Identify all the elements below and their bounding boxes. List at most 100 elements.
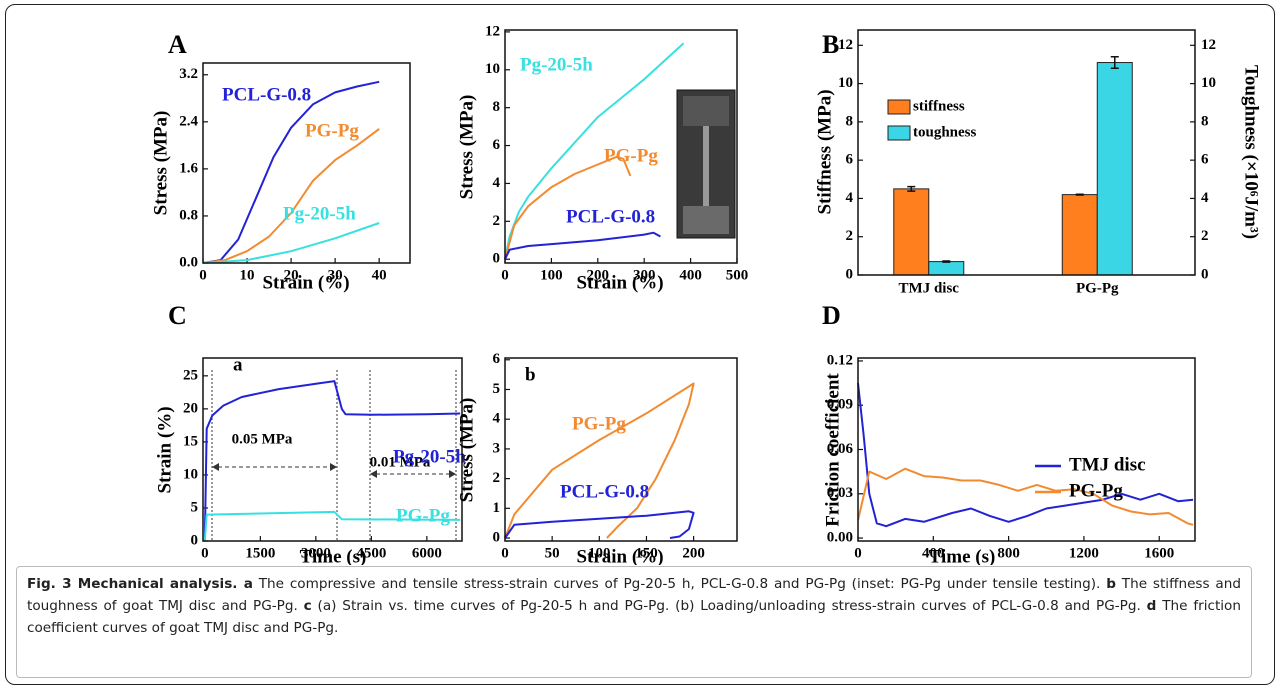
x-axis-title: Strain (%)	[576, 546, 663, 565]
line	[202, 80, 380, 264]
line	[202, 222, 380, 264]
y-axis-title: Friction coefficient	[822, 373, 843, 527]
x-axis-title: Time (s)	[929, 546, 996, 565]
y-tick-label: 15	[183, 433, 198, 449]
series-label: PG-Pg	[572, 413, 626, 434]
x-tick-label: 800	[997, 545, 1020, 561]
arrow-head	[370, 470, 377, 478]
line	[504, 42, 685, 260]
legend-label: stiffness	[913, 98, 965, 114]
x-tick-label: 200	[587, 267, 610, 283]
bar	[893, 188, 930, 276]
line	[504, 510, 695, 539]
y2-tick-label: 0	[1201, 266, 1209, 282]
legend-label: toughness	[913, 124, 977, 140]
y-tick-label: 0.8	[179, 207, 198, 223]
x-tick-label: PG-Pg	[1076, 280, 1119, 296]
plot-frame	[504, 29, 738, 264]
annotation: 0.01 MPa	[370, 454, 431, 470]
x-tick-label: 200	[682, 545, 705, 561]
error-bar	[1110, 56, 1119, 70]
caption: Fig. 3 Mechanical analysis. a The compre…	[16, 566, 1252, 678]
y2-tick-label: 2	[1201, 228, 1209, 244]
line	[504, 382, 695, 539]
x-tick-label: 0	[854, 545, 862, 561]
y-tick-label: 12	[838, 37, 853, 53]
y-tick-label: 5	[191, 499, 199, 515]
plot-frame	[202, 62, 411, 264]
series-label: Pg-20-5h	[393, 446, 466, 467]
y-axis-title: Stress (MPa)	[150, 111, 171, 216]
legend-label: PG-Pg	[1069, 480, 1123, 501]
y2-tick-label: 10	[1201, 75, 1216, 91]
annotation: 0.05 MPa	[232, 431, 293, 447]
y2-tick-label: 4	[1201, 190, 1209, 206]
y-tick-label: 10	[183, 466, 198, 482]
y-tick-label: 6	[846, 152, 854, 168]
caption-run: c	[303, 598, 312, 614]
y-tick-label: 20	[183, 400, 198, 416]
y-tick-label: 6	[493, 137, 501, 153]
line	[857, 467, 1194, 526]
y-tick-label: 0	[493, 251, 501, 267]
x-tick-label: 1500	[245, 545, 275, 561]
y-tick-label: 2	[493, 213, 501, 229]
y-axis-title: Stiffness (MPa)	[814, 89, 835, 214]
x-axis-title: Time (s)	[300, 546, 367, 565]
y-tick-label: 25	[183, 367, 198, 383]
y-tick-label: 3.2	[179, 66, 198, 82]
arrow-head	[212, 463, 219, 471]
y-tick-label: 5	[493, 381, 501, 397]
x-tick-label: 300	[633, 267, 656, 283]
x-tick-label: TMJ disc	[899, 280, 960, 296]
x-tick-label: 0	[501, 267, 509, 283]
y-tick-label: 6	[493, 351, 501, 367]
y-tick-label: 0.12	[827, 352, 853, 368]
x-tick-label: 100	[540, 267, 563, 283]
y-tick-label: 12	[485, 23, 500, 39]
line	[203, 510, 461, 542]
x-tick-label: 400	[679, 267, 702, 283]
y-tick-label: 0.09	[827, 397, 853, 413]
x-tick-label: 0	[199, 267, 207, 283]
error-bar	[1075, 193, 1084, 196]
y-tick-label: 0	[191, 532, 199, 548]
x-tick-label: 100	[588, 545, 611, 561]
line	[202, 128, 380, 264]
x-tick-label: 6000	[412, 545, 442, 561]
x-axis-title: Strain (%)	[262, 272, 349, 293]
caption-run: d	[1146, 598, 1157, 614]
inset-photo-clamp	[683, 96, 729, 126]
series-label: PCL-G-0.8	[222, 84, 311, 105]
y2-axis-title: Toughness (×10⁶J/m³)	[1241, 65, 1262, 239]
figure-frame	[5, 4, 1275, 685]
y-tick-label: 3	[493, 440, 501, 456]
y-tick-label: 10	[485, 61, 500, 77]
y-tick-label: 10	[838, 75, 853, 91]
bar	[1096, 62, 1133, 276]
y-axis-title: Strain (%)	[154, 406, 175, 493]
bar	[928, 261, 965, 276]
series-label: PCL-G-0.8	[560, 481, 649, 502]
plot-frame	[857, 29, 1196, 276]
y-tick-label: 2	[493, 470, 501, 486]
panel-label: A	[168, 30, 187, 59]
y-tick-label: 0.0	[179, 254, 198, 270]
y-tick-label: 1	[493, 500, 501, 516]
x-tick-label: 400	[922, 545, 945, 561]
x-tick-label: 0	[201, 545, 209, 561]
x-tick-label: 4500	[356, 545, 386, 561]
inset-photo-clamp	[683, 206, 729, 234]
panel-label: B	[822, 30, 839, 59]
subpanel-label: a	[233, 354, 243, 375]
caption-run: The compressive and tensile stress-strai…	[252, 576, 1107, 592]
x-tick-label: 20	[284, 267, 299, 283]
y-tick-label: 2	[846, 228, 854, 244]
y-tick-label: 0	[493, 529, 501, 545]
series-label: PG-Pg	[604, 145, 658, 166]
y-tick-label: 8	[493, 99, 501, 115]
caption-run: Fig. 3 Mechanical analysis.	[27, 576, 238, 592]
y2-tick-label: 8	[1201, 113, 1209, 129]
